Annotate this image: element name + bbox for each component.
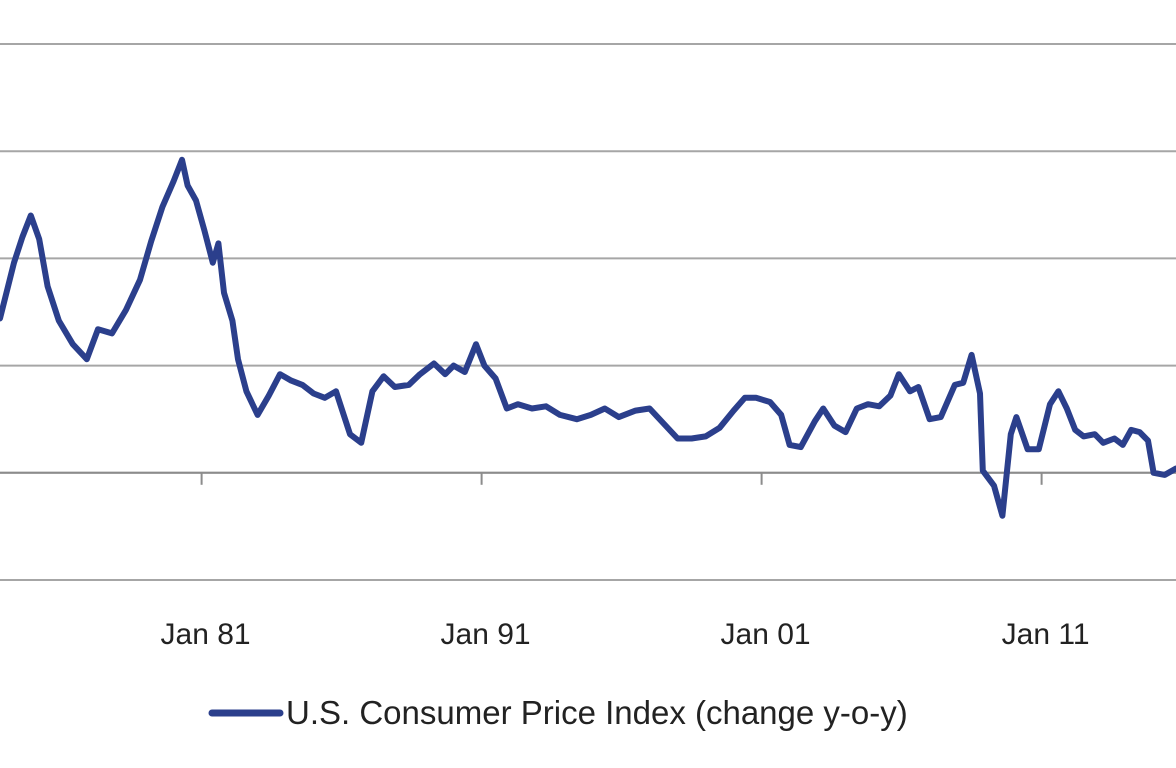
x-tick-labels: Jan 81 Jan 91 Jan 01 Jan 11 [161, 618, 1090, 651]
cpi-series-line [0, 156, 1176, 519]
x-tick-label-0: Jan 81 [161, 618, 251, 651]
x-tick-marks [200, 472, 1043, 485]
legend: U.S. Consumer Price Index (change y-o-y) [208, 694, 908, 731]
x-tick-label-2: Jan 01 [721, 618, 811, 651]
legend-label: U.S. Consumer Price Index (change y-o-y) [286, 694, 908, 731]
x-tick-label-1: Jan 91 [441, 618, 531, 651]
x-tick-label-3: Jan 11 [1002, 618, 1090, 651]
